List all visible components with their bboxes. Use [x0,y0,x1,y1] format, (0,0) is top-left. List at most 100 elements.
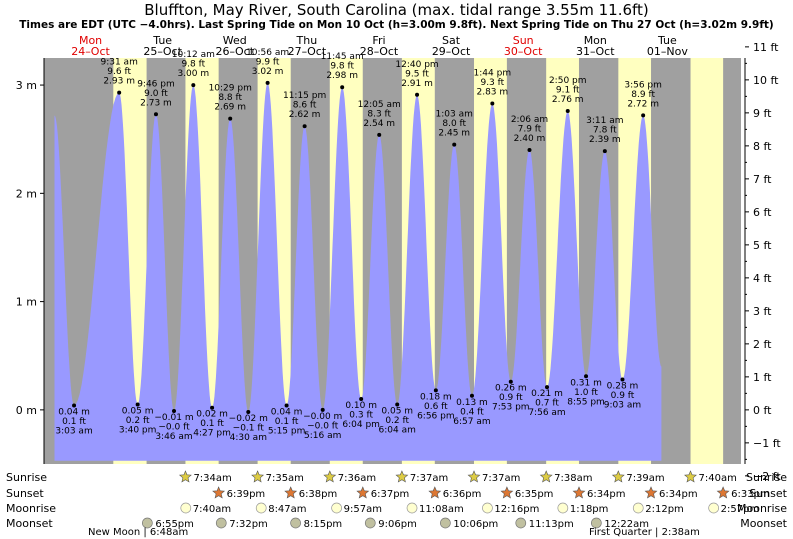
sunset-time: 6:34pm [659,489,698,500]
low-tide-label: 0.2 ft [385,416,409,426]
sunrise-icon [323,470,337,483]
day-name-label: Wed [223,34,247,47]
sunset-icon [356,486,370,499]
low-tide-marker [246,410,251,415]
right-axis-tick-label: 2 ft [753,338,772,351]
sunset-icon [284,486,298,499]
low-tide-label: 6:04 am [379,425,416,435]
left-axis-tick-label: 1 m [16,296,37,309]
low-tide-label: 9:03 am [604,401,641,411]
sunrise-time: 7:36am [338,473,376,484]
moonset-icon [440,517,451,529]
low-tide-label: 0.18 m [420,392,452,402]
high-tide-label: 2.93 m [103,77,135,87]
low-tide-marker [508,379,513,384]
high-tide-marker [641,113,646,118]
low-tide-label: 0.3 ft [349,411,373,421]
moonset-time: 7:32pm [229,519,268,530]
high-tide-label: 2.62 m [289,110,321,120]
low-tide-label: 0.1 ft [275,417,299,427]
daylight-band [690,58,724,464]
low-tide-label: 6:57 am [453,417,490,427]
high-tide-label: 3:11 am [586,116,623,126]
moonset-icon [141,517,153,529]
day-date-label: 30–Oct [504,45,543,58]
low-tide-label: 7:56 am [528,408,565,418]
moonrise-icon [180,502,192,514]
row-label-right-sunset: Sunset [749,487,787,500]
low-tide-label: −0.0 ft [158,422,190,432]
low-tide-marker [171,408,176,413]
right-axis-tick-label: 6 ft [753,206,772,219]
moonset-icon [364,517,376,529]
sunrise-icon [467,470,481,483]
moon-phase-new: New Moon | 6:48am [88,527,188,538]
day-name-label: Sat [442,34,461,47]
moonset-time: 6:55pm [155,519,194,530]
low-tide-label: 4:27 pm [193,429,231,439]
moonrise-time: 11:08am [419,504,464,515]
moonrise-icon [255,502,267,514]
sunrise-icon [684,470,697,483]
high-tide-label: 2.83 m [476,87,508,97]
high-tide-marker [340,85,345,90]
left-axis-tick-label: 3 m [16,79,37,92]
right-axis-tick-label: 5 ft [753,239,772,252]
low-tide-label: 5:15 pm [268,427,306,437]
sunset-icon [500,486,514,499]
low-tide-marker [584,374,589,379]
right-axis-tick-label: 11 ft [753,41,779,54]
high-tide-label: 3.00 m [177,69,209,79]
row-label-left-moonset: Moonset [6,517,53,530]
sunrise-time: 7:39am [626,473,664,484]
high-tide-label: 8.0 ft [442,119,466,129]
day-name-label: Fri [372,34,385,47]
sunset-icon [716,486,730,499]
low-tide-marker [135,402,140,407]
left-axis-tick-label: 0 m [16,404,37,417]
row-label-right-moonset: Moonset [740,517,787,530]
low-tide-marker [469,393,474,398]
high-tide-label: 9:46 pm [137,79,175,89]
high-tide-label: 2.98 m [326,71,358,81]
low-tide-marker [210,405,215,410]
low-tide-label: 0.21 m [531,389,563,399]
high-tide-label: 2.45 m [438,129,470,139]
low-tide-label: 3:03 am [55,427,92,437]
low-tide-label: −0.02 m [229,414,268,424]
moonrise-time: 1:18pm [570,504,609,515]
low-tide-label: 6:56 pm [417,411,455,421]
day-date-label: 28–Oct [360,45,399,58]
right-axis-tick-label: −2 ft [753,470,781,483]
sunset-time: 6:39pm [227,489,266,500]
low-tide-marker [395,402,400,407]
tide-curve [54,82,662,461]
high-tide-label: 9.3 ft [480,78,504,88]
high-tide-label: 7.8 ft [593,126,617,136]
high-tide-label: 9.5 ft [405,69,429,79]
low-tide-marker [320,407,325,412]
low-tide-label: 0.31 m [570,378,602,388]
moonset-time: 12:22am [604,519,649,530]
low-tide-label: 0.26 m [495,384,527,394]
high-tide-label: 9.6 ft [107,67,131,77]
moonrise-time: 2:57pm [721,504,760,515]
row-label-left-sunrise: Sunrise [6,471,47,484]
moonset-time: 11:13pm [529,519,574,530]
sunrise-time: 7:38am [554,473,592,484]
moonrise-time: 12:16pm [494,504,539,515]
moonrise-time: 2:12pm [645,504,684,515]
low-tide-label: 7:53 pm [492,403,530,413]
high-tide-label: 11:45 am [321,52,364,62]
high-tide-label: 9.9 ft [256,57,280,67]
right-axis-tick-label: 4 ft [753,272,772,285]
low-tide-marker [620,377,625,382]
day-name-label: Thu [296,34,318,47]
high-tide-label: 2.76 m [552,95,584,105]
day-date-label: 31–Oct [576,45,615,58]
day-name-label: Tue [152,34,172,47]
high-tide-marker [452,142,457,147]
sunrise-icon [178,470,192,483]
high-tide-label: 7.9 ft [518,125,542,135]
moonset-icon [215,517,227,529]
